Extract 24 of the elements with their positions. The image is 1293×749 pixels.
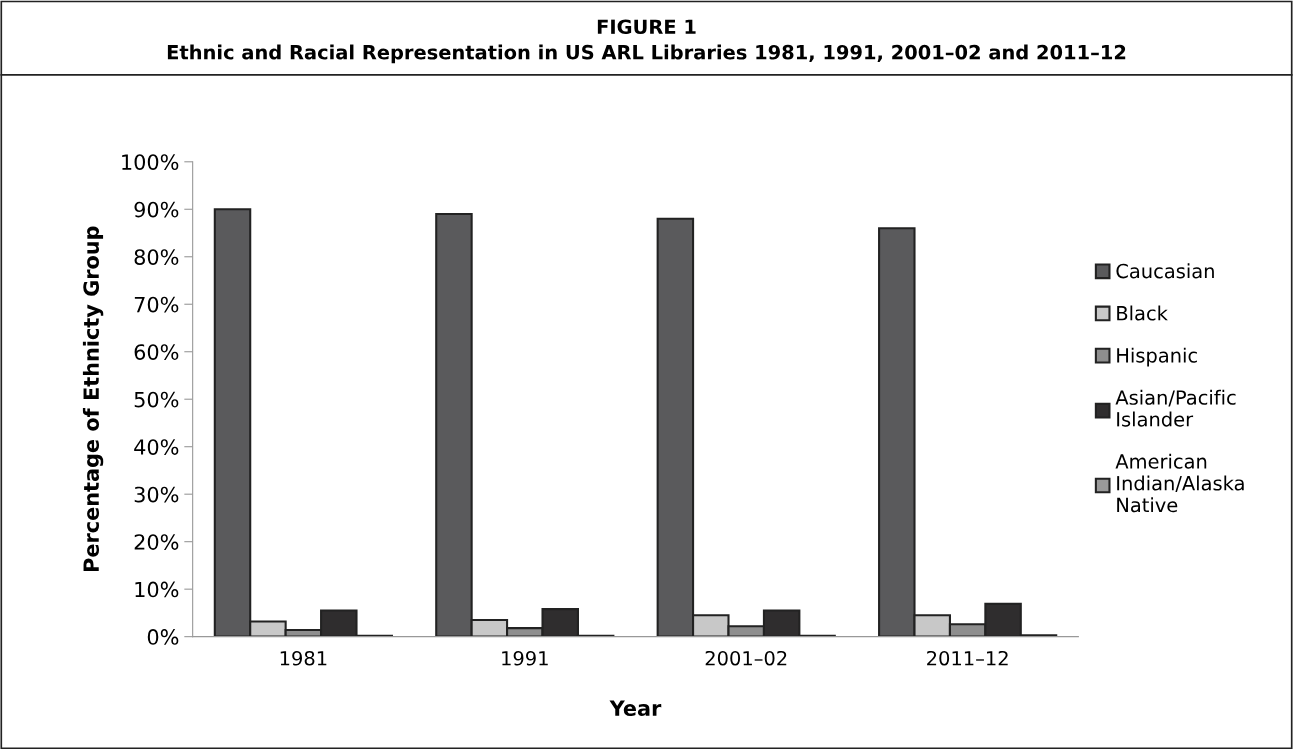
legend-label: Asian/Pacific Islander — [1115, 389, 1236, 427]
y-tick-label: 70% — [134, 296, 179, 313]
y-tick-label: 90% — [134, 201, 179, 218]
x-tick-label: 1981 — [280, 650, 327, 666]
legend-label: Caucasian — [1116, 263, 1214, 279]
x-tick-label: 1991 — [502, 650, 548, 666]
chart-subtitle: Ethnic and Racial Representation in US ARL Libraries 1981, 1991, 2001–02 and 2011–12 — [167, 44, 1126, 64]
y-tick-label: 50% — [134, 391, 179, 408]
y-tick-label: 20% — [134, 534, 179, 550]
y-tick-label: 40% — [134, 439, 179, 455]
x-tick-label: 2011–12 — [927, 650, 1008, 666]
chart-title: FIGURE 1 — [597, 19, 696, 35]
y-tick-label: 30% — [134, 486, 179, 503]
x-axis-title: Year — [609, 700, 662, 717]
legend-label: Black — [1117, 305, 1168, 321]
y-tick-label: 10% — [135, 581, 179, 598]
y-tick-label: 100% — [122, 154, 179, 170]
legend-label: Hispanic — [1117, 347, 1197, 367]
y-axis-title: Percentage of Ethnicty Group — [82, 226, 104, 572]
y-tick-label: 80% — [134, 249, 179, 265]
x-tick-label: 2001–02 — [705, 650, 787, 666]
y-tick-label: 0% — [147, 629, 179, 645]
legend-label: American Indian/Alaska Native — [1115, 453, 1244, 513]
y-tick-label: 60% — [134, 344, 179, 360]
